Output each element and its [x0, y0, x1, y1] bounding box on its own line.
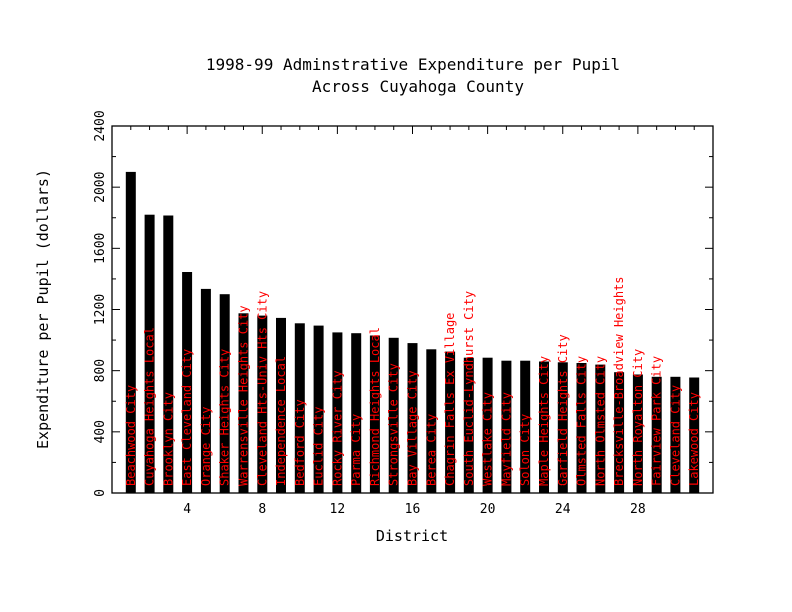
bar [557, 362, 568, 493]
y-tick-label: 2000 [93, 172, 108, 203]
y-tick-label: 400 [93, 420, 108, 443]
bar-label: Warrensville Heights City [237, 305, 251, 486]
bar-label: Strongsville City [387, 363, 401, 486]
x-tick-label: 20 [480, 502, 496, 517]
bar [388, 337, 399, 493]
bar [632, 374, 643, 493]
bar [125, 171, 136, 493]
bar [351, 333, 362, 493]
y-tick-label: 2400 [93, 110, 108, 141]
bar-label: Solon City [518, 414, 532, 486]
bar [501, 360, 512, 493]
bar [182, 272, 193, 493]
x-tick-label: 8 [258, 502, 266, 517]
bar-label: Orange City [199, 407, 213, 486]
y-tick-label: 1600 [93, 233, 108, 264]
bar [294, 323, 305, 493]
x-tick-label: 24 [555, 502, 571, 517]
x-tick-label: 4 [183, 502, 191, 517]
bar-label: Maple Heights City [537, 356, 551, 486]
bar [445, 351, 456, 493]
bar [369, 335, 380, 493]
bar [482, 357, 493, 493]
bar-label: Euclid City [312, 407, 326, 486]
bar-label: Chagrin Falls Ex Village [443, 313, 457, 486]
bar [576, 363, 587, 493]
bar-label: Fairview Park City [650, 356, 664, 486]
bar [595, 364, 606, 493]
bar [520, 360, 531, 493]
bar [407, 343, 418, 493]
bar [539, 361, 549, 493]
bar [614, 372, 625, 493]
bar-label: Bay Village City [406, 370, 420, 486]
chart-title-line-1: 1998-99 Adminstrative Expenditure per Pu… [206, 55, 620, 74]
bar [463, 357, 474, 493]
bar-label: Parma City [349, 414, 363, 486]
bar-label: Bedford City [293, 399, 307, 486]
chart-title-line-2: Across Cuyahoga County [312, 77, 524, 96]
bar [238, 313, 249, 493]
x-tick-label: 16 [405, 502, 421, 517]
bar [651, 376, 662, 493]
bar-label: Cleveland Hts-Univ Hts City [255, 291, 269, 486]
x-tick-label: 12 [330, 502, 346, 517]
bar-label: Beachwood City [124, 385, 138, 486]
bar [144, 214, 155, 493]
bar-label: Brecksville-Broadview Heights [612, 276, 626, 486]
bar-label: Rocky River City [330, 370, 344, 486]
bar-label: Mayfield City [499, 392, 513, 486]
bar [276, 317, 286, 493]
bar [219, 294, 230, 493]
bar [670, 376, 681, 493]
y-tick-label: 0 [93, 489, 108, 497]
bar [689, 377, 700, 493]
bar-label: North Olmsted City [593, 356, 607, 486]
y-tick-label: 800 [93, 359, 108, 382]
bar-label: Olmsted Falls City [575, 356, 589, 486]
bar [257, 315, 268, 493]
bar-label: Berea City [424, 414, 438, 486]
bar-label: Garfield Heights City [556, 334, 570, 486]
y-axis-label: Expenditure per Pupil (dollars) [34, 169, 52, 449]
bar-label: Lakewood City [687, 392, 701, 486]
plot-area: Beachwood City Cuyahoga Heights Local Broo… [93, 110, 714, 517]
bar [313, 325, 324, 493]
bar-label: East Cleveland City [180, 349, 194, 486]
bar-label: South Euclid-Lyndhurst City [462, 291, 476, 486]
x-axis-label: District [376, 527, 448, 545]
bar-label: Westlake City [481, 392, 495, 486]
bar [200, 288, 211, 493]
bar-label: Richmond Heights Local [368, 327, 382, 486]
x-tick-label: 28 [630, 502, 646, 517]
bar [332, 332, 343, 493]
bar-label: Brooklyn City [161, 392, 175, 486]
bar-label: Independence Local [274, 356, 288, 486]
bar-label: Cleveland City [668, 385, 682, 486]
bar-label: Shaker Heights City [218, 349, 232, 486]
bar-label: North Royalton City [631, 349, 645, 486]
bar-label: Cuyahoga Heights Local [143, 327, 157, 486]
bar [426, 349, 437, 493]
bar [163, 215, 174, 493]
y-tick-label: 1200 [93, 294, 108, 325]
